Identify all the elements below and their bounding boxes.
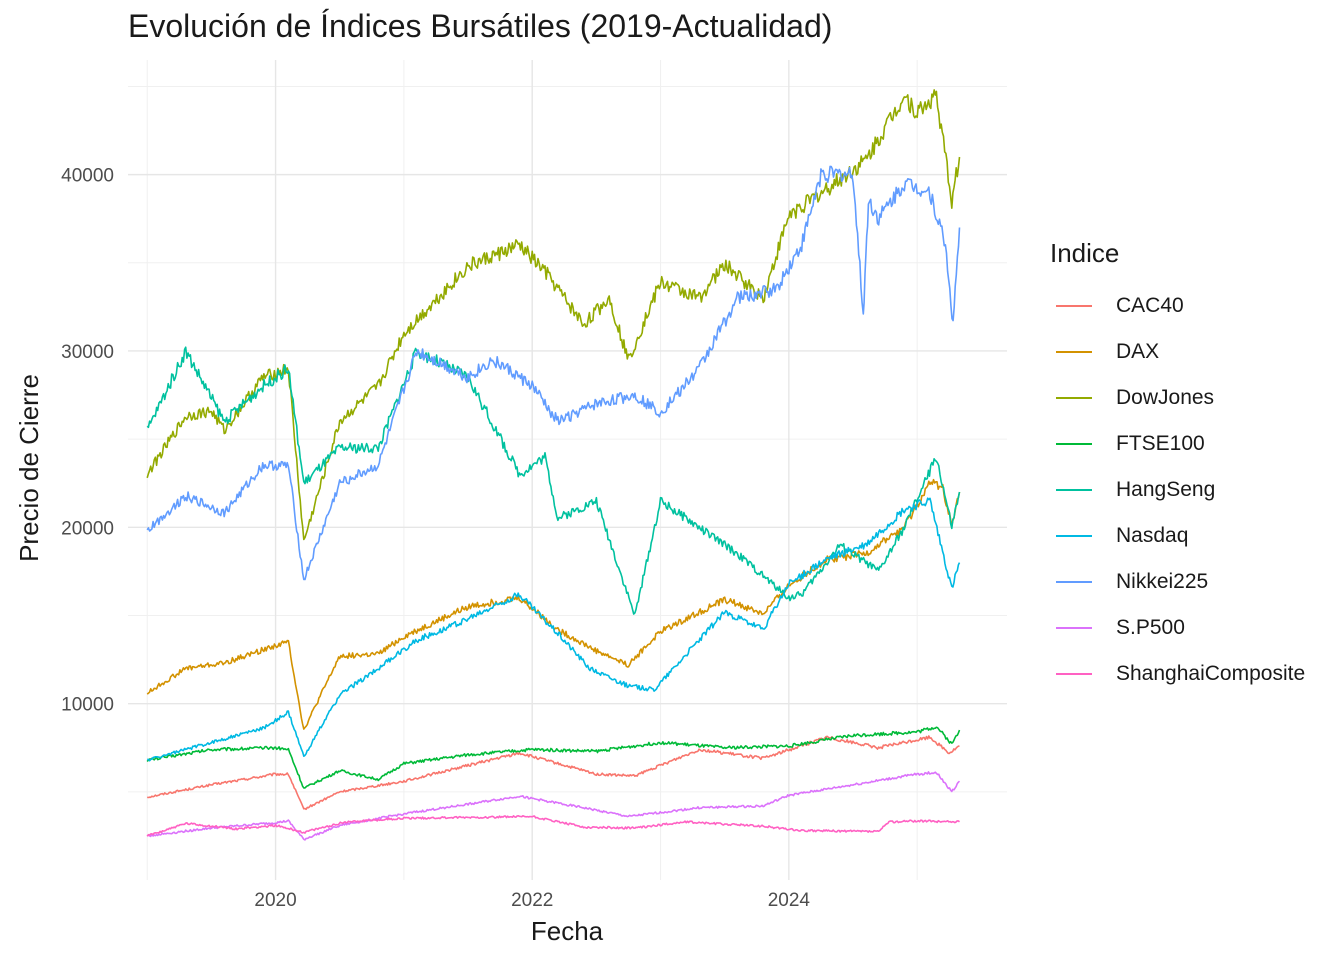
series-line-nikkei225 [146,165,961,581]
legend-swatch [1056,581,1092,583]
series-line-s-p500 [146,771,961,841]
legend-item: FTSE100 [1050,421,1305,467]
legend-swatch [1056,489,1092,491]
legend-label: HangSeng [1116,478,1216,501]
y-tick-labels: 10000 20000 30000 40000 [61,166,114,716]
series-line-dax [146,478,961,730]
y-tick-label: 40000 [61,166,114,187]
legend-label: S.P500 [1116,616,1185,639]
legend-swatch [1056,627,1092,629]
legend-item: DowJones [1050,375,1305,421]
legend-label: DAX [1116,340,1160,363]
y-axis-title: Precio de Cierre [14,374,44,562]
x-tick-label: 2020 [254,890,296,911]
legend-label: FTSE100 [1116,432,1205,455]
legend-swatch [1056,673,1092,675]
series-line-ftse100 [146,726,961,789]
y-tick-label: 10000 [61,695,114,716]
legend-swatch [1056,351,1092,353]
legend-item: Nikkei225 [1050,559,1305,605]
legend-item: CAC40 [1050,283,1305,329]
series-line-cac40 [147,735,960,811]
legend-swatch [1056,535,1092,537]
minor-gridlines [128,60,1007,880]
legend-label: DowJones [1116,386,1215,409]
legend-item: S.P500 [1050,605,1305,651]
y-tick-label: 30000 [61,342,114,363]
series-line-shanghaicomposite [146,815,960,837]
legend-title: Indice [1050,238,1120,268]
chart-title: Evolución de Índices Bursátiles (2019-Ac… [128,8,833,44]
major-gridlines [128,60,1007,880]
legend: Indice CAC40 DAX DowJones FTSE100 HangSeng Na… [1050,238,1305,697]
series-line-nasdaq [147,497,961,762]
legend-item: Nasdaq [1050,513,1305,559]
x-tick-label: 2024 [768,890,811,911]
legend-label: ShanghaiComposite [1116,662,1306,685]
legend-swatch [1056,305,1092,307]
legend-label: Nikkei225 [1116,570,1209,593]
x-axis-title: Fecha [531,916,604,946]
series-lines [146,89,961,841]
y-tick-label: 20000 [61,518,114,539]
legend-item: DAX [1050,329,1305,375]
legend-swatch [1056,443,1092,445]
legend-label: Nasdaq [1116,524,1189,547]
series-line-hangseng [146,346,961,615]
x-tick-labels: 2020 2022 2024 [254,890,810,911]
legend-swatch [1056,397,1092,399]
legend-items: CAC40 DAX DowJones FTSE100 HangSeng Nasdaq Nik… [1050,283,1305,697]
series-line-dowjones [146,89,961,541]
legend-item: ShanghaiComposite [1050,651,1305,697]
x-tick-label: 2022 [511,890,553,911]
legend-label: CAC40 [1116,294,1184,317]
legend-item: HangSeng [1050,467,1305,513]
